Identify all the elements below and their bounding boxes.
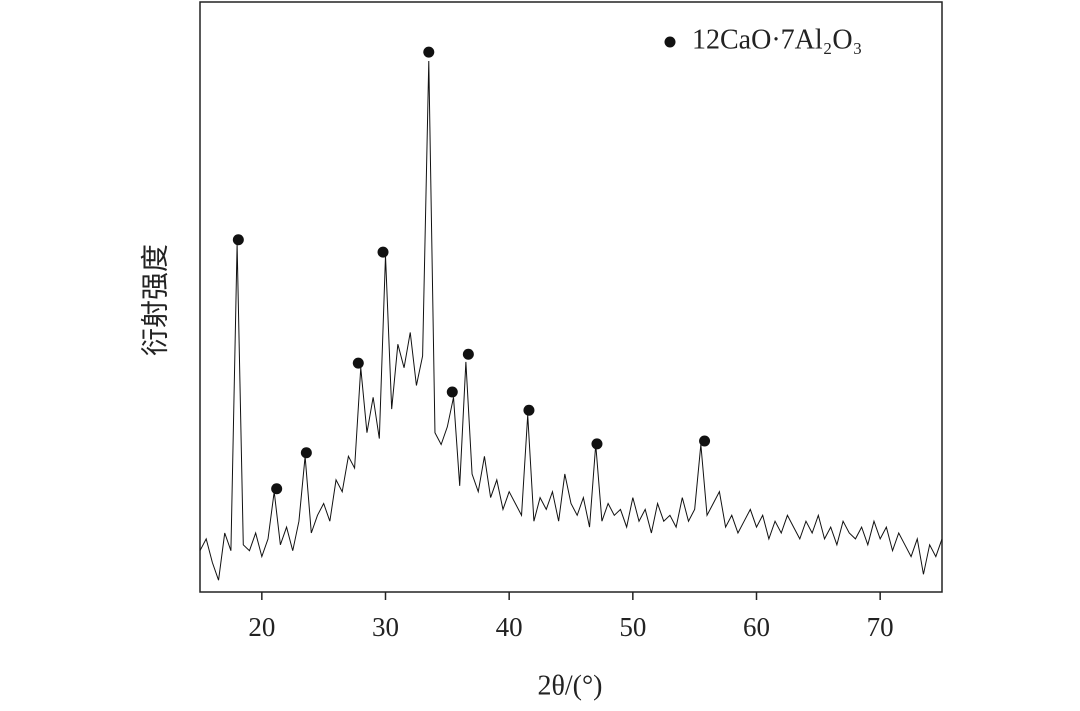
x-tick-label: 30 xyxy=(372,612,399,642)
x-axis-label: 2θ/(°) xyxy=(537,670,602,701)
x-tick-label: 40 xyxy=(496,612,523,642)
x-tick-label: 50 xyxy=(619,612,646,642)
peak-marker xyxy=(523,404,535,416)
peak-marker xyxy=(699,435,711,447)
legend-marker xyxy=(664,36,676,48)
y-axis-label: 衍射强度 xyxy=(139,244,171,356)
peak-marker xyxy=(232,234,244,246)
peak-marker xyxy=(300,447,312,459)
peak-marker xyxy=(271,483,283,495)
peak-marker xyxy=(352,357,364,369)
x-tick-label: 70 xyxy=(867,612,894,642)
x-tick-label: 20 xyxy=(248,612,275,642)
plot-frame xyxy=(199,1,943,593)
legend-label: 12CaO·7Al₂O₃ xyxy=(692,24,862,55)
peak-marker xyxy=(423,46,435,58)
peak-marker xyxy=(591,438,603,450)
peak-marker xyxy=(462,348,474,360)
x-tick-label: 60 xyxy=(743,612,770,642)
peak-marker xyxy=(377,246,389,258)
peak-marker xyxy=(446,386,458,398)
trace-line xyxy=(199,60,943,581)
